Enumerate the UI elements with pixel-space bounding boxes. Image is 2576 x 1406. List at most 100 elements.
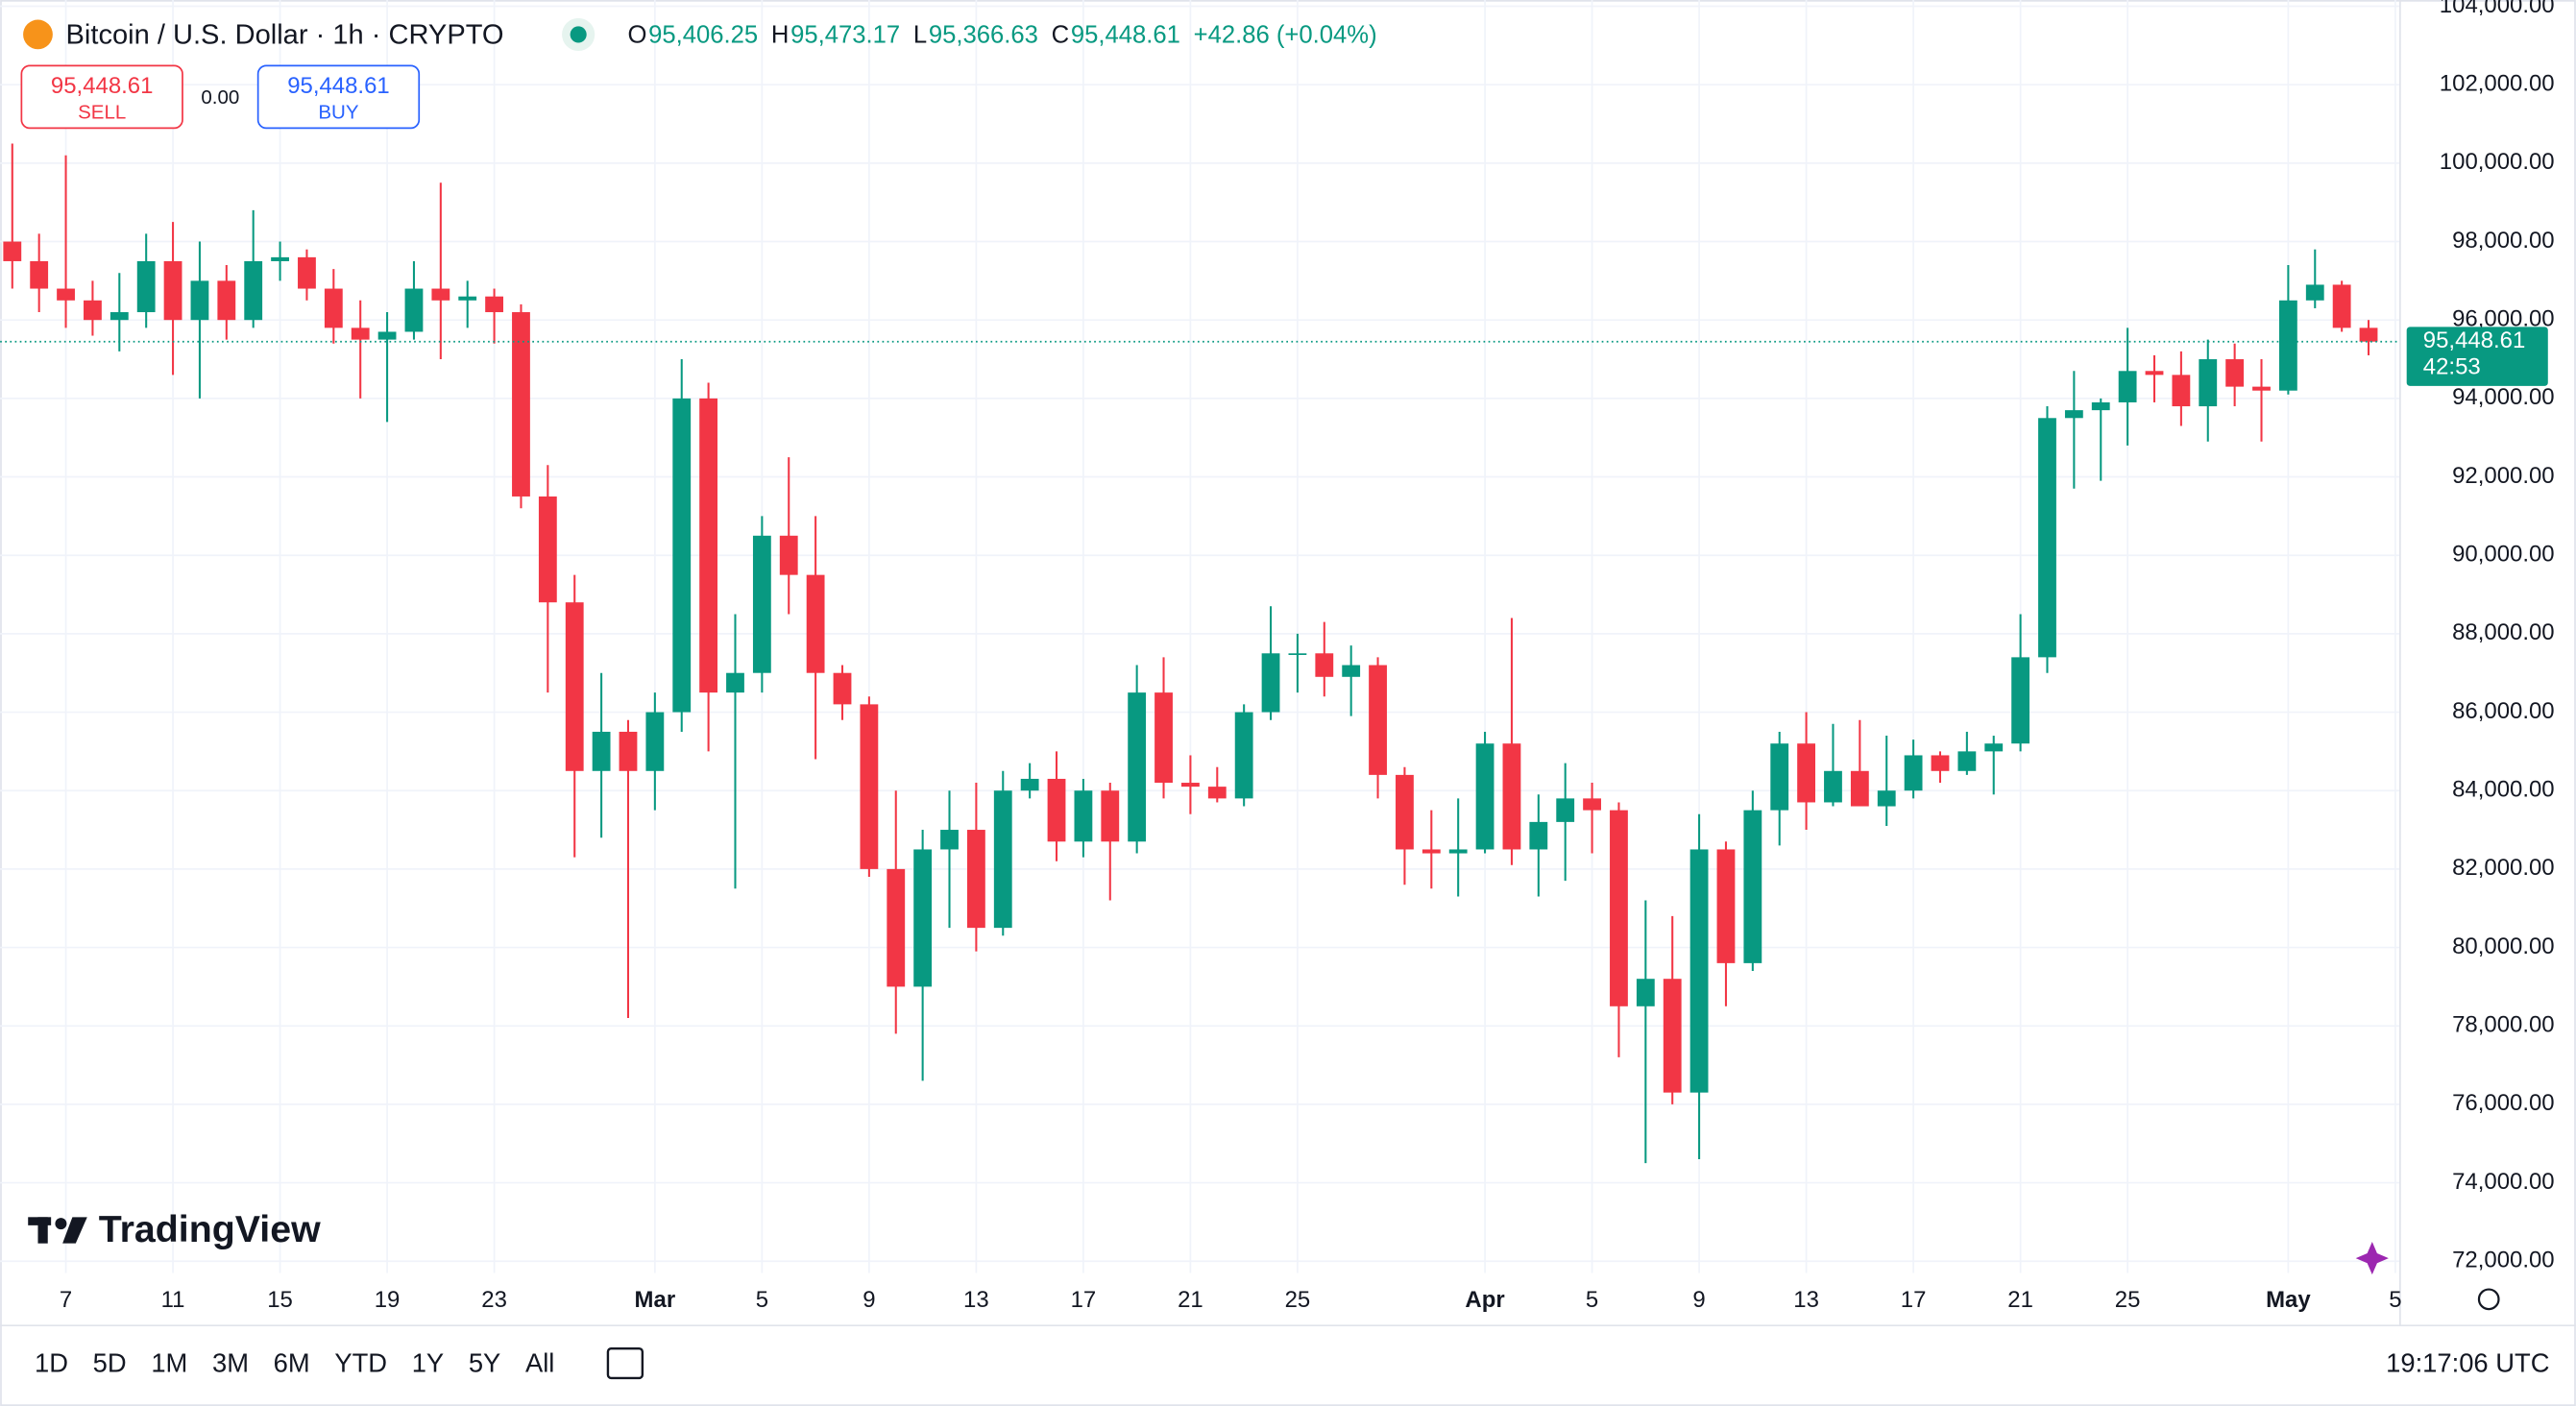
candle-body: [1128, 692, 1147, 842]
candle-body: [2305, 284, 2324, 301]
range-buttons: 1D 5D 1M 3M 6M YTD 1Y 5Y All: [35, 1347, 554, 1377]
candle-body: [2038, 418, 2056, 658]
buy-price: 95,448.61: [287, 73, 390, 99]
candle-body: [1342, 665, 1361, 677]
x-tick-label: 21: [1178, 1287, 1203, 1313]
x-tick-label: 21: [2007, 1287, 2033, 1313]
candle-body: [1663, 979, 1682, 1093]
x-tick-label: 19: [375, 1287, 401, 1313]
sell-button[interactable]: [20, 64, 183, 130]
candle-body: [190, 280, 209, 321]
candle-body: [752, 535, 771, 673]
candle-body: [726, 672, 744, 693]
candle-body: [1074, 790, 1093, 842]
candle-body: [860, 704, 879, 869]
candle-body: [1261, 653, 1280, 713]
range-button[interactable]: 1M: [151, 1347, 187, 1377]
candle-body: [2118, 371, 2137, 402]
candle-body: [1020, 778, 1039, 791]
clock: 19:17:06 UTC: [2386, 1347, 2549, 1377]
y-tick-label: 74,000.00: [2452, 1169, 2555, 1195]
range-button[interactable]: 5D: [93, 1347, 127, 1377]
y-tick-label: 92,000.00: [2452, 463, 2555, 489]
candle-body: [3, 241, 22, 261]
candle-body: [2359, 327, 2378, 342]
candle-body: [1636, 979, 1655, 1006]
y-tick-label: 84,000.00: [2452, 777, 2555, 803]
candle-body: [1475, 743, 1495, 850]
candle-body: [1047, 778, 1066, 842]
candle-body: [1234, 712, 1253, 799]
status-dot: [570, 26, 587, 43]
candle-body: [324, 288, 343, 328]
y-tick-label: 94,000.00: [2452, 384, 2555, 410]
x-tick-label: 5: [2389, 1287, 2401, 1313]
x-tick-label: 15: [267, 1287, 293, 1313]
candle-body: [1583, 798, 1601, 811]
legend-value: 95,473.17: [790, 21, 900, 48]
candle-body: [163, 260, 182, 321]
logo-part: [55, 1218, 67, 1230]
logo-part: [62, 1217, 87, 1244]
legend-value: 95,366.63: [929, 21, 1038, 48]
candle-body: [1396, 774, 1414, 850]
legend-key: H: [771, 21, 790, 48]
candle-body: [84, 300, 102, 321]
candle-body: [1824, 770, 1842, 803]
candle-body: [136, 260, 156, 313]
x-tick-label: 11: [161, 1287, 185, 1313]
candle-body: [1743, 810, 1762, 963]
candle-body: [2199, 359, 2218, 407]
candle-body: [2172, 375, 2191, 407]
candle-body: [30, 260, 49, 289]
candle-body: [271, 256, 289, 261]
last-price-tag: [2406, 327, 2548, 386]
candle-body: [1904, 755, 1923, 791]
candle-body: [2011, 657, 2030, 744]
range-button[interactable]: 5Y: [469, 1347, 500, 1377]
candle-body: [1716, 849, 1736, 963]
candle-body: [1502, 743, 1521, 850]
candle-body: [431, 288, 450, 301]
candle-body: [109, 312, 129, 321]
range-button[interactable]: 3M: [212, 1347, 249, 1377]
candle-body: [1154, 692, 1173, 784]
candles: [3, 143, 2378, 1164]
candle-body: [2278, 300, 2297, 391]
candle-body: [1101, 790, 1120, 842]
y-tick-label: 98,000.00: [2452, 228, 2555, 254]
date-range-icon[interactable]: [606, 1346, 644, 1380]
y-tick-label: 104,000.00: [2440, 0, 2555, 18]
settings-icon[interactable]: [2477, 1288, 2500, 1311]
range-button[interactable]: 1Y: [412, 1347, 444, 1377]
y-tick-label: 76,000.00: [2452, 1090, 2555, 1116]
assistant-icon[interactable]: [2355, 1241, 2389, 1275]
candle-body: [806, 574, 825, 673]
range-button[interactable]: 1D: [35, 1347, 68, 1377]
sell-label: SELL: [78, 101, 126, 123]
y-tick-label: 100,000.00: [2440, 149, 2555, 175]
candle-body: [672, 398, 692, 713]
candle-body: [351, 327, 370, 340]
range-button[interactable]: All: [525, 1347, 554, 1377]
x-tick-label: 9: [863, 1287, 875, 1313]
candle-body: [298, 256, 316, 289]
candle-body: [458, 296, 477, 301]
x-tick-label: Mar: [635, 1287, 676, 1313]
candle-body: [538, 496, 557, 603]
candle-body: [1877, 790, 1896, 807]
candle-body: [2252, 386, 2271, 391]
buy-button[interactable]: [256, 64, 421, 130]
x-tick-label: May: [2266, 1287, 2311, 1313]
candle-body: [1957, 751, 1977, 771]
last-price-label: 95,448.61: [2423, 327, 2526, 353]
y-tick-label: 78,000.00: [2452, 1012, 2555, 1038]
x-tick-label: 5: [756, 1287, 768, 1313]
candle-body: [1181, 783, 1200, 788]
candle-body: [887, 868, 906, 987]
range-button[interactable]: YTD: [334, 1347, 387, 1377]
range-button[interactable]: 6M: [274, 1347, 310, 1377]
candle-body: [2145, 371, 2164, 376]
